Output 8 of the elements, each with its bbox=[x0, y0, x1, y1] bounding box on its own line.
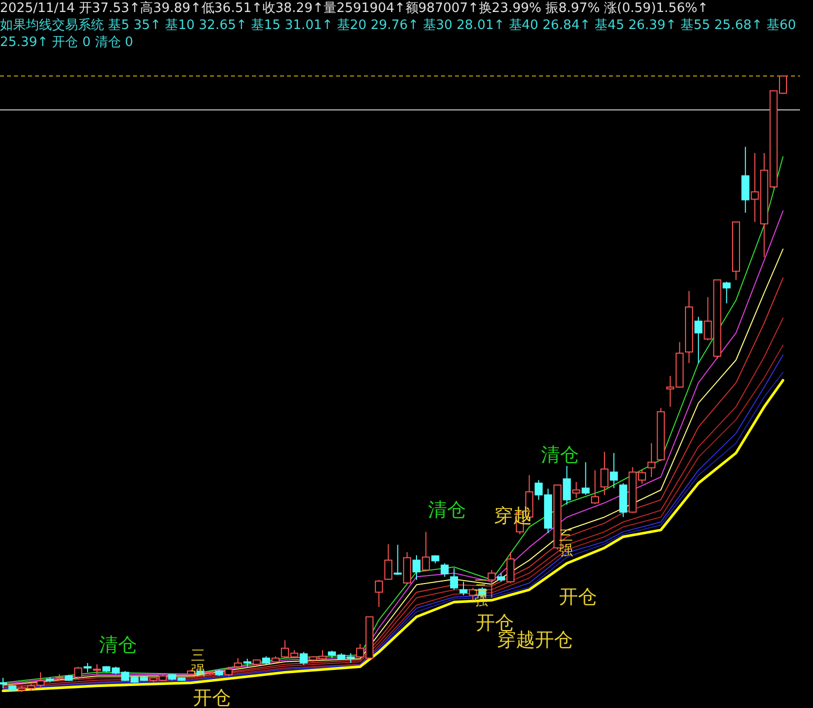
annotation: 清仓 bbox=[428, 499, 466, 521]
annotation: 清仓 bbox=[541, 444, 579, 466]
annotation: 三强 bbox=[191, 648, 205, 679]
annotation: 清仓 bbox=[99, 634, 137, 656]
chart-title: 2025/11/14 开37.53↑高39.89↑低36.51↑收38.29↑量2591904↑额987007↑换23.99% 振8.97% 涨(0.59)1.56%↑ bbox=[0, 0, 710, 17]
chart-subtitle: 如果均线交易系统 基5 35↑ 基10 32.65↑ 基15 31.01↑ 基20 29.76↑ 基30 28.01↑ 基40 26.84↑ 基45 26.39↑ 基55 25.68↑ 基60 25.39↑ 开仓 0 清仓 0 bbox=[0, 17, 798, 51]
annotation: 开仓 bbox=[193, 687, 231, 708]
annotation: 开仓 bbox=[559, 586, 597, 608]
